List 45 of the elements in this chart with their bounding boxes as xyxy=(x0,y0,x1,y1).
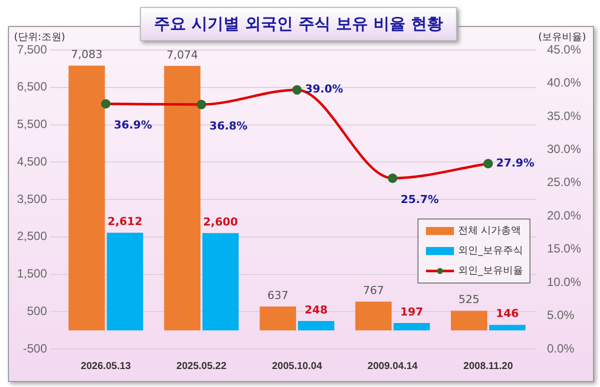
legend-label: 전체 시가총액 xyxy=(458,226,522,237)
data-label: 525 xyxy=(458,293,480,306)
y2-tick-label: 40.0% xyxy=(546,76,582,90)
y-axis-title: (단위:조원) xyxy=(14,31,66,44)
y2-tick-label: 45.0% xyxy=(546,42,582,56)
data-label: 2,612 xyxy=(108,215,142,228)
x-tick-label: 2009.04.14 xyxy=(368,360,418,372)
y-tick-label: 3,500 xyxy=(17,192,48,206)
data-label: 637 xyxy=(267,288,288,302)
data-label: 2,600 xyxy=(203,215,238,228)
data-label: 7,074 xyxy=(166,48,198,62)
chart-title: 주요 시기별 외국인 주식 보유 비율 현황 xyxy=(140,7,457,41)
y-tick-label: 6,500 xyxy=(17,80,48,94)
data-label: 7,083 xyxy=(70,48,102,61)
x-tick-label: 2025.05.22 xyxy=(176,360,227,372)
y-tick-label: 7,500 xyxy=(17,42,48,56)
y2-tick-label: 25.0% xyxy=(546,175,582,190)
y2-tick-label: 10.0% xyxy=(546,274,582,289)
data-label: 248 xyxy=(304,303,328,316)
y-tick-label: 1,500 xyxy=(17,266,48,281)
data-label: 36.9% xyxy=(114,118,152,132)
legend-label: 외인_보유비율 xyxy=(458,266,523,277)
legend-label: 외인_보유주식 xyxy=(458,246,523,257)
x-tick-label: 2008.11.20 xyxy=(463,360,514,372)
data-label: 27.9% xyxy=(496,156,534,170)
y2-tick-label: 30.0% xyxy=(546,142,582,156)
y-tick-label: 2,500 xyxy=(17,229,48,244)
y-tick-label: 4,500 xyxy=(17,154,48,168)
y-tick-label: 500 xyxy=(27,304,48,318)
y2-tick-label: 35.0% xyxy=(546,108,582,123)
y2-tick-label: 0.0% xyxy=(546,341,575,356)
x-tick-label: 2005.10.04 xyxy=(272,360,322,372)
data-label: 25.7% xyxy=(400,193,439,206)
data-label: 767 xyxy=(362,284,384,298)
y-tick-label: -500 xyxy=(23,341,48,356)
y2-tick-label: 15.0% xyxy=(546,242,582,256)
data-label: 36.8% xyxy=(209,119,248,132)
y2-tick-label: 5.0% xyxy=(546,308,575,322)
y-tick-label: 5,500 xyxy=(17,117,48,132)
y2-tick-label: 20.0% xyxy=(546,208,582,222)
data-label: 197 xyxy=(400,305,424,318)
y2-axis-title: (보유비율) xyxy=(538,31,586,44)
data-label: 146 xyxy=(496,307,520,320)
data-label: 39.0% xyxy=(305,82,344,96)
x-tick-label: 2026.05.13 xyxy=(80,360,132,372)
